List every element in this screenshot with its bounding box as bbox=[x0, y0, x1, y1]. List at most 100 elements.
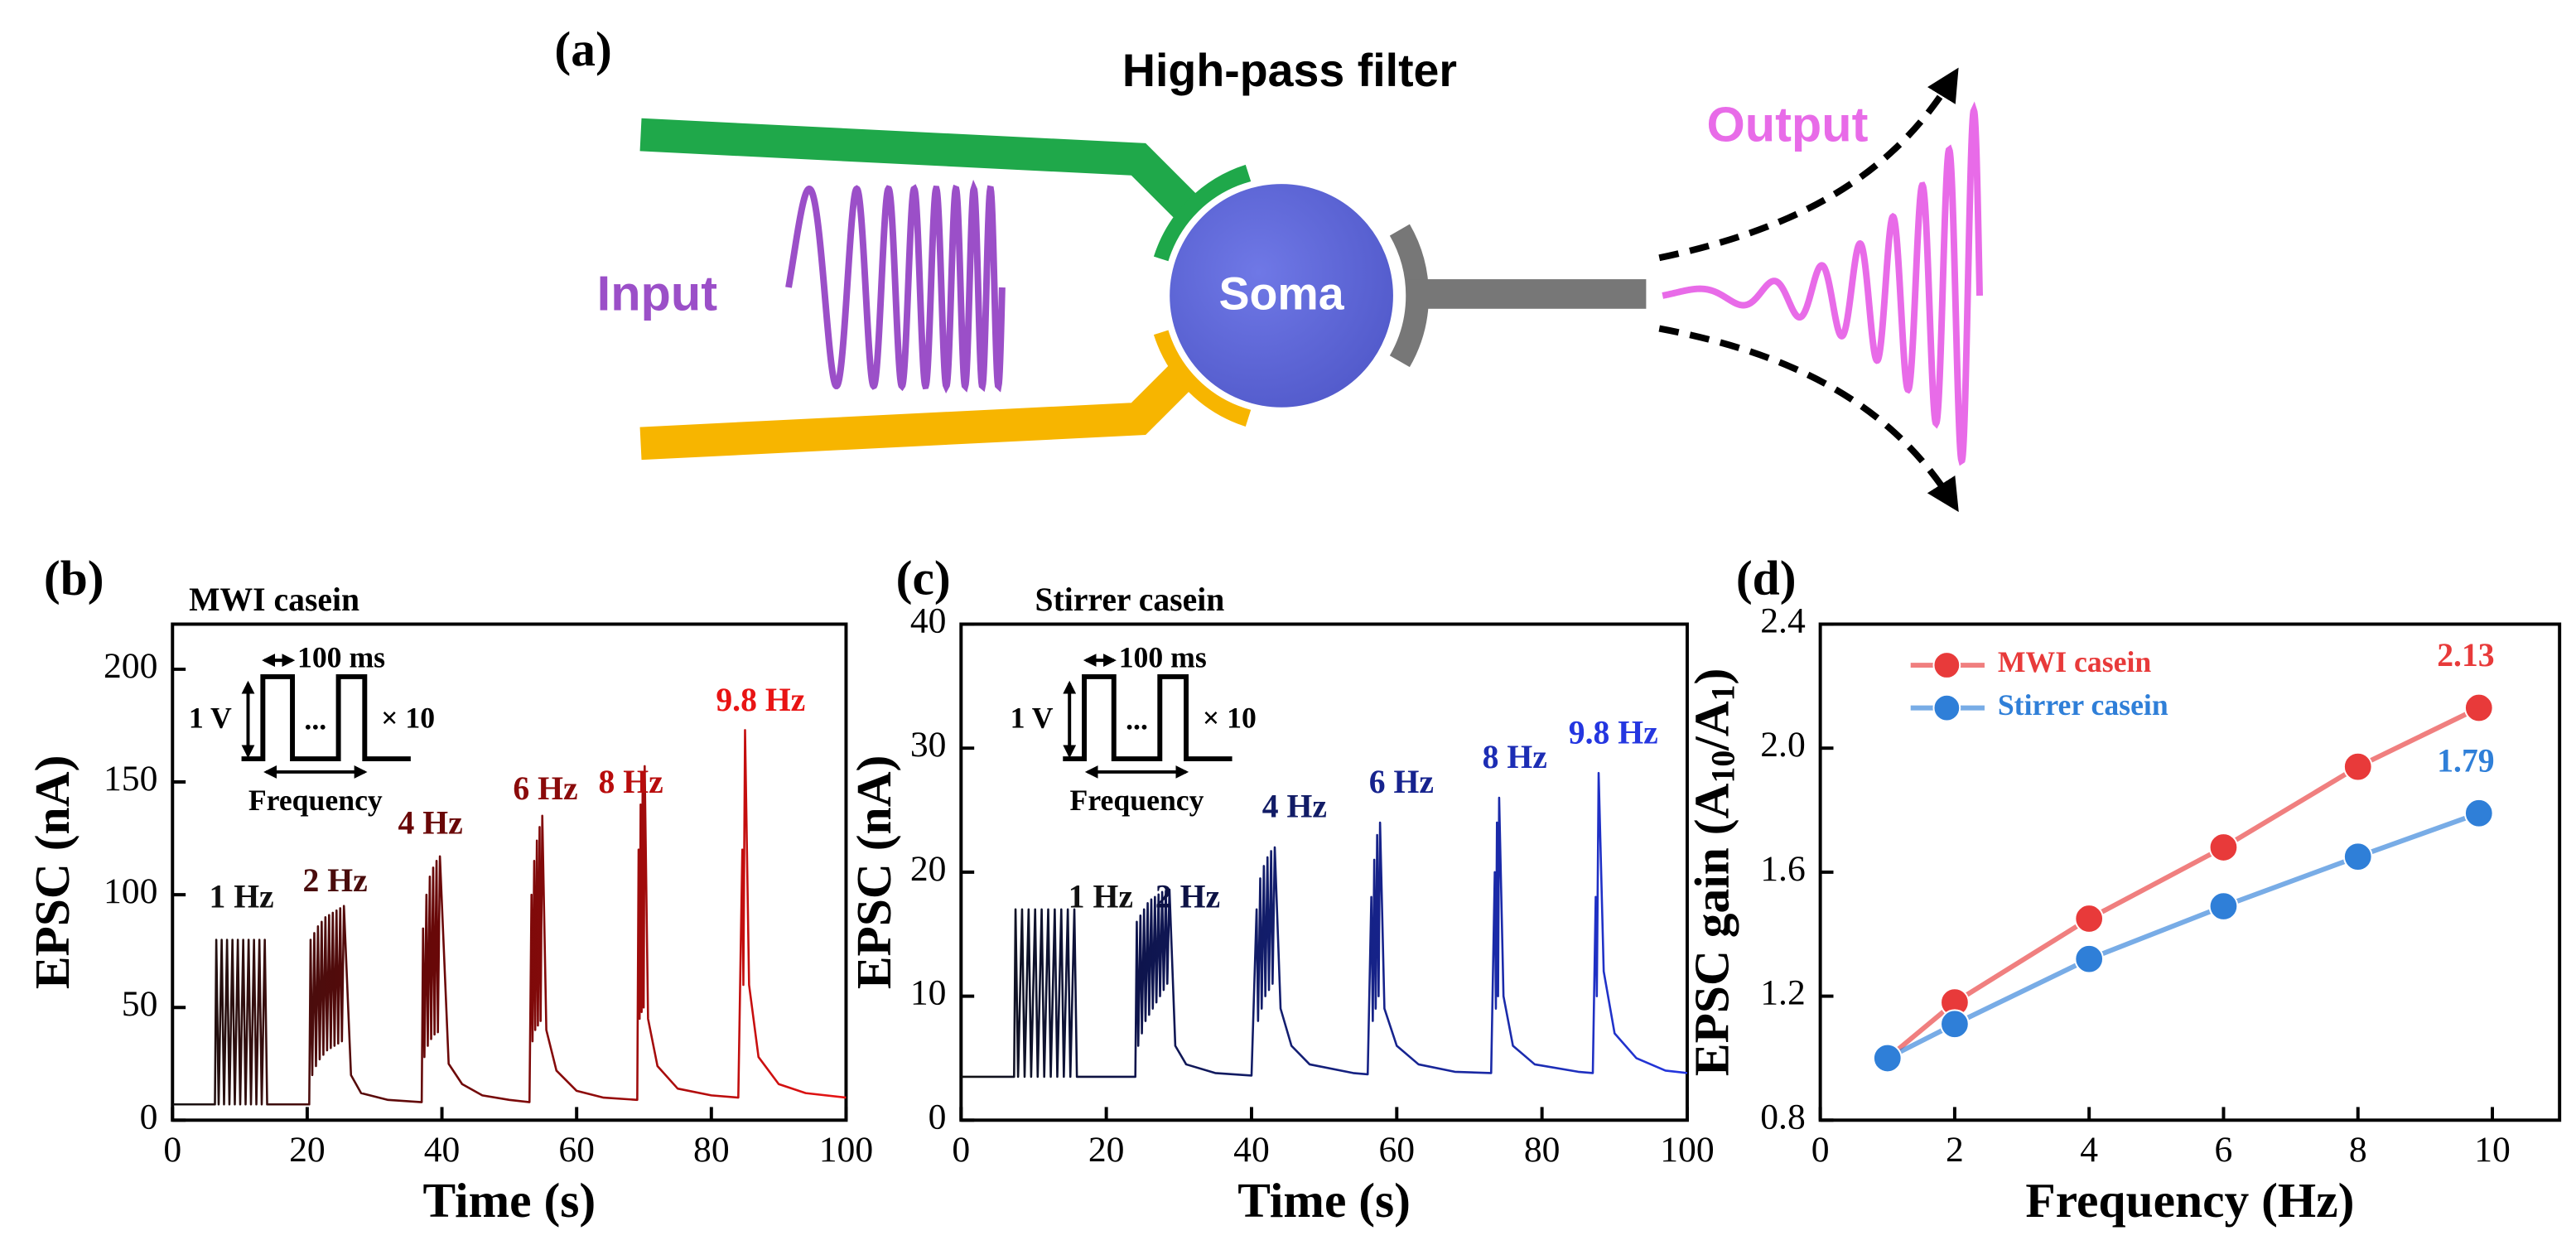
x-tick-label: 2 bbox=[1946, 1130, 1964, 1170]
x-tick-label: 20 bbox=[289, 1130, 326, 1170]
y-axis-title: EPSC (nA) bbox=[25, 755, 80, 990]
x-tick-label: 10 bbox=[2474, 1130, 2511, 1170]
frequency-label: 4 Hz bbox=[398, 804, 463, 841]
x-tick-label: 6 bbox=[2215, 1130, 2233, 1170]
series-line bbox=[1885, 705, 2481, 1060]
y-tick-label: 200 bbox=[104, 646, 157, 686]
inset-frequency: Frequency bbox=[248, 784, 383, 817]
data-point bbox=[1940, 1009, 1970, 1040]
x-tick-label: 40 bbox=[424, 1130, 461, 1170]
x-tick-label: 100 bbox=[819, 1130, 873, 1170]
data-point bbox=[2074, 943, 2105, 974]
x-tick-label: 100 bbox=[1660, 1130, 1714, 1170]
x-tick-label: 20 bbox=[1088, 1130, 1125, 1170]
data-point bbox=[2463, 692, 2494, 723]
y-tick-label: 1.6 bbox=[1760, 849, 1806, 889]
frequency-label: 6 Hz bbox=[513, 770, 577, 807]
x-tick-label: 80 bbox=[1524, 1130, 1561, 1170]
y-tick-label: 0 bbox=[140, 1097, 158, 1136]
chart-title: MWI casein bbox=[189, 581, 359, 618]
plot-frame bbox=[1818, 622, 2562, 1122]
y-axis-title-part: 1 bbox=[1705, 685, 1742, 702]
x-axis-title: Time (s) bbox=[1237, 1173, 1411, 1228]
y-tick-label: 0 bbox=[929, 1097, 947, 1136]
inset-width: 100 ms bbox=[297, 640, 385, 673]
output-label: Output bbox=[1706, 96, 1868, 152]
data-point bbox=[1872, 1043, 1903, 1074]
frequency-label: 2 Hz bbox=[1155, 879, 1220, 915]
legend-swatch-marker bbox=[1932, 651, 1961, 679]
data-point bbox=[2208, 832, 2239, 862]
chart-title: Stirrer casein bbox=[1035, 581, 1225, 618]
x-tick-label: 0 bbox=[1811, 1130, 1830, 1170]
y-axis-title: EPSC gain (A10/A1) bbox=[1684, 668, 1741, 1076]
panel-label: (b) bbox=[44, 551, 104, 606]
y-tick-label: 2.0 bbox=[1760, 725, 1806, 765]
x-tick-label: 0 bbox=[163, 1130, 181, 1170]
inset-count: × 10 bbox=[1203, 702, 1257, 735]
data-label: 1.79 bbox=[2437, 742, 2494, 779]
envelope-arrow-bottom bbox=[1658, 325, 1959, 513]
legend-label: Stirrer casein bbox=[1998, 688, 2168, 721]
x-tick-label: 60 bbox=[558, 1130, 595, 1170]
frequency-label: 4 Hz bbox=[1262, 789, 1327, 825]
inset-voltage: 1 V bbox=[189, 702, 232, 735]
inset-dots: ... bbox=[304, 703, 326, 736]
frequency-label: 9.8 Hz bbox=[716, 682, 805, 718]
x-tick-label: 80 bbox=[693, 1130, 730, 1170]
y-tick-label: 150 bbox=[104, 759, 157, 799]
chart: (b) MWI casein 0 20 40 60 80 100 0 50 100 150 200 Tim… bbox=[25, 551, 873, 1228]
diagram: (a) High-pass filter Soma Input Output bbox=[554, 22, 1983, 513]
frequency-label: 8 Hz bbox=[1483, 739, 1547, 775]
x-tick-label: 60 bbox=[1378, 1130, 1415, 1170]
series-line bbox=[1886, 810, 2480, 1061]
synapse-top bbox=[1153, 164, 1252, 263]
y-tick-label: 20 bbox=[910, 849, 947, 889]
frequency-label: 6 Hz bbox=[1369, 764, 1434, 800]
frequency-label: 2 Hz bbox=[303, 862, 368, 899]
y-axis-title-part: 10 bbox=[1705, 750, 1742, 784]
data-point bbox=[2463, 798, 2494, 828]
x-axis-title: Time (s) bbox=[422, 1173, 596, 1228]
inset-voltage: 1 V bbox=[1011, 702, 1054, 735]
x-tick-label: 8 bbox=[2349, 1130, 2367, 1170]
y-tick-label: 1.2 bbox=[1760, 973, 1806, 1013]
y-tick-label: 10 bbox=[910, 973, 947, 1013]
inset-dots: ... bbox=[1126, 703, 1148, 736]
dendrite-top bbox=[639, 118, 1208, 229]
frequency-label: 8 Hz bbox=[599, 764, 663, 800]
data-point bbox=[2342, 842, 2373, 872]
panel-label: (a) bbox=[554, 22, 611, 76]
y-axis-title: EPSC (nA) bbox=[847, 755, 901, 990]
data-point bbox=[2208, 891, 2239, 921]
synapse-bottom bbox=[1153, 328, 1252, 427]
legend-swatch-marker bbox=[1932, 693, 1961, 722]
frequency-label: 1 Hz bbox=[209, 879, 273, 915]
pulse-train bbox=[1063, 673, 1233, 762]
panel-label: (c) bbox=[896, 551, 951, 606]
y-tick-label: 100 bbox=[104, 871, 157, 911]
input-wave bbox=[785, 179, 1006, 393]
inset-count: × 10 bbox=[381, 702, 435, 735]
data-point bbox=[2074, 904, 2105, 934]
axon bbox=[1406, 279, 1647, 309]
y-tick-label: 0.8 bbox=[1760, 1097, 1806, 1136]
soma-label: Soma bbox=[1218, 268, 1344, 320]
data-label: 2.13 bbox=[2437, 637, 2494, 673]
x-axis-title: Frequency (Hz) bbox=[2025, 1173, 2354, 1228]
pulse-train bbox=[241, 673, 411, 762]
trace-line bbox=[172, 729, 847, 1106]
output-wave bbox=[1662, 101, 1983, 466]
pulse-inset: 1 V 100 ms... × 10 Frequency bbox=[189, 640, 435, 817]
x-tick-label: 0 bbox=[952, 1130, 970, 1170]
y-axis-title-part: /A bbox=[1684, 701, 1739, 751]
dendrite-bottom bbox=[639, 350, 1208, 461]
x-tick-label: 40 bbox=[1233, 1130, 1270, 1170]
y-tick-label: 30 bbox=[910, 725, 947, 765]
soma bbox=[1163, 177, 1400, 414]
input-label: Input bbox=[597, 266, 718, 321]
y-tick-label: 50 bbox=[122, 984, 158, 1024]
